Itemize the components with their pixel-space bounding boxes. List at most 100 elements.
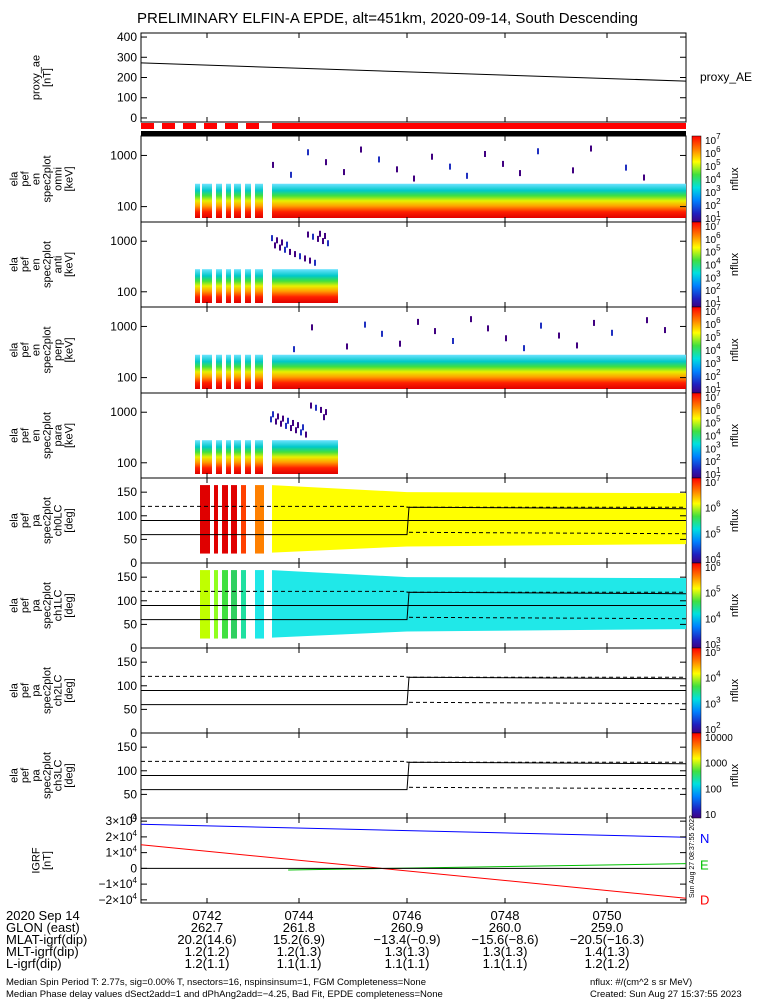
spec-speckle-spec2plot-omni-15 [290,171,292,178]
ylabel-spec2plot-perp-3: spec2plot [42,326,54,373]
pa-line-dashed-spec2plot-ch2LC [141,675,686,678]
ytick-label-IGRF-5: −2×104 [99,892,138,907]
spec-speckle-spec2plot-para-19 [323,414,325,421]
ylabel-spec2plot-ch0LC-0: ela [9,512,21,528]
series-igrf-E [288,863,687,871]
colorbar-tick-spec2plot-perp-3-base: 10 [705,346,717,357]
ylabel-spec2plot-anti-3: spec2plot [42,241,54,288]
colorbar-tick-spec2plot-omni-1: 106 [705,145,721,160]
colorbar-tick-spec2plot-anti-1-base: 10 [705,235,717,246]
colorbar-label-spec2plot-omni: nflux [729,167,741,191]
ytick-label-spec2plot-omni-1: 100 [117,200,137,214]
ytick-label-spec2plot-omni-0: 1000 [110,148,137,162]
spec-speckle-spec2plot-anti-0 [286,241,288,248]
colorbar-spec2plot-ch1LC [691,562,702,649]
colorbar-tick-spec2plot-omni-3: 104 [705,171,721,186]
ytick-label-spec2plot-ch0LC-2: 50 [124,532,138,546]
colorbar-tick-spec2plot-para-2-base: 10 [705,419,717,430]
colorbar-tick-spec2plot-para-2: 105 [705,415,721,430]
colorbar-tick-spec2plot-omni-1-exponent: 6 [716,145,721,154]
colorbar-tick-spec2plot-anti-4-exponent: 3 [716,269,721,278]
ytick-exponent: 4 [133,876,138,885]
ylabel-spec2plot-ch3LC-1: pef [20,767,32,783]
spec-burst-spec2plot-perp-2 [216,354,222,389]
ylabel-proxy-ae-0: proxy_ae [31,55,43,100]
pa-line-dashed-spec2plot-ch1LC [141,590,686,593]
colorbar-tick-spec2plot-ch0LC-1-exponent: 6 [716,500,721,509]
ylabel-spec2plot-ch0LC-2: pa [31,514,43,527]
ylabel-spec2plot-para-5: [keV] [64,423,76,448]
ylabel-spec2plot-omni-1: pef [20,170,32,186]
colorbar-tick-spec2plot-omni-6: 101 [705,210,721,225]
legend-igrf-D: D [700,892,709,907]
colorbar-tick-spec2plot-anti-3-exponent: 4 [716,257,721,266]
colorbar-tick-spec2plot-perp-1-exponent: 6 [716,316,721,325]
colorbar-tick-spec2plot-ch2LC-3: 102 [705,721,721,736]
spec-speckle-spec2plot-perp-15 [364,321,366,328]
xaxis-row-value: 0744 [284,908,314,923]
colorbar-tick-spec2plot-perp-2-exponent: 5 [716,329,721,338]
ylabel-spec2plot-ch2LC-1: pef [20,682,32,698]
colorbar-tick-spec2plot-perp-5-base: 10 [705,372,717,383]
spec-speckle-spec2plot-para-14 [290,425,292,432]
spec-speckle-spec2plot-para-2 [292,419,294,426]
pa-burst-spec2plot-ch0LC-5 [255,485,264,554]
colorbar-tick-spec2plot-omni-2-exponent: 5 [716,158,721,167]
xaxis-row-value: 1.2(1.1) [184,956,230,971]
colorbar-tick-spec2plot-ch0LC-0: 107 [705,474,721,489]
colorbar-tick-spec2plot-para-6: 101 [705,466,721,481]
colorbar-tick-spec2plot-perp-3: 104 [705,342,721,357]
spec-speckle-spec2plot-perp-9 [452,337,454,344]
ytick-label-spec2plot-ch2LC-0: 150 [117,655,137,669]
pa-burst-spec2plot-ch1LC-3 [231,570,237,639]
colorbar-tick-spec2plot-omni-0: 107 [705,132,721,147]
spec-speckle-spec2plot-anti-12 [284,246,286,253]
spec-speckle-spec2plot-perp-8 [399,340,401,347]
ylabel-spec2plot-omni-3: spec2plot [42,155,54,202]
spec-burst-spec2plot-omni-4 [234,183,241,218]
series-igrf-N [140,823,687,838]
coverage-segment-0 [141,123,154,129]
colorbar-tick-spec2plot-omni-4-exponent: 3 [716,184,721,193]
spec-speckle-spec2plot-omni-13 [590,145,592,152]
colorbar-tick-spec2plot-ch2LC-1-base: 10 [705,674,717,685]
colorbar-tick-spec2plot-ch1LC-1-base: 10 [705,589,717,600]
spec-burst-spec2plot-omni-2 [216,183,222,218]
colorbar-tick-spec2plot-para-0-exponent: 7 [716,389,721,398]
colorbar-tick-spec2plot-omni-2-base: 10 [705,162,717,173]
colorbar-tick-spec2plot-para-3-base: 10 [705,432,717,443]
footer-created: Created: Sun Aug 27 15:37:55 2023 [590,989,742,1000]
xaxis-row-value: 15.2(6.9) [272,932,326,947]
colorbar-tick-spec2plot-ch2LC-0-exponent: 5 [716,644,721,653]
ylabel-spec2plot-ch2LC-2: pa [31,684,43,697]
spec-speckle-spec2plot-omni-9 [378,156,380,163]
ytick-mantissa: 2×10 [106,830,133,844]
panel-frame-spec2plot-anti [140,221,687,308]
colorbar-label-spec2plot-ch3LC: nflux [729,763,741,787]
colorbar-tick-spec2plot-anti-6: 101 [705,295,721,310]
spec-speckle-spec2plot-para-17 [275,418,277,425]
spec-band-spec2plot-omni [272,183,686,218]
ylabel-spec2plot-para-2: en [31,429,43,441]
colorbar-tick-spec2plot-perp-6-exponent: 1 [716,381,721,390]
colorbar-spec2plot-ch2LC [691,647,702,734]
xaxis-row-value: 1.2(1.2) [584,956,630,971]
colorbar-tick-spec2plot-perp-5-exponent: 2 [716,368,721,377]
xaxis-row-value: 0742 [192,908,222,923]
colorbar-tick-spec2plot-anti-4-base: 10 [705,273,717,284]
spec-speckle-spec2plot-perp-18 [523,345,525,352]
colorbar-tick-spec2plot-anti-2: 105 [705,244,721,259]
colorbar-tick-spec2plot-ch1LC-1-exponent: 5 [716,585,721,594]
ytick-label-IGRF-0: 3×104 [106,813,138,828]
spec-speckle-spec2plot-omni-2 [413,175,415,182]
spec-speckle-spec2plot-para-18 [270,416,272,423]
ytick-exponent: 4 [133,813,138,822]
xaxis-row-value: 1.1(1.1) [276,956,322,971]
pa-line-solid-spec2plot-ch0LC [141,506,687,536]
colorbar-tick-spec2plot-omni-2: 105 [705,158,721,173]
ytick-label-proxy-ae-0: 400 [117,30,137,44]
ytick-label-IGRF-1: 2×104 [106,829,138,844]
pa-line-solid-spec2plot-ch2LC [141,676,687,706]
colorbar-tick-spec2plot-omni-4: 103 [705,184,721,199]
spec-speckle-spec2plot-perp-14 [311,324,313,331]
